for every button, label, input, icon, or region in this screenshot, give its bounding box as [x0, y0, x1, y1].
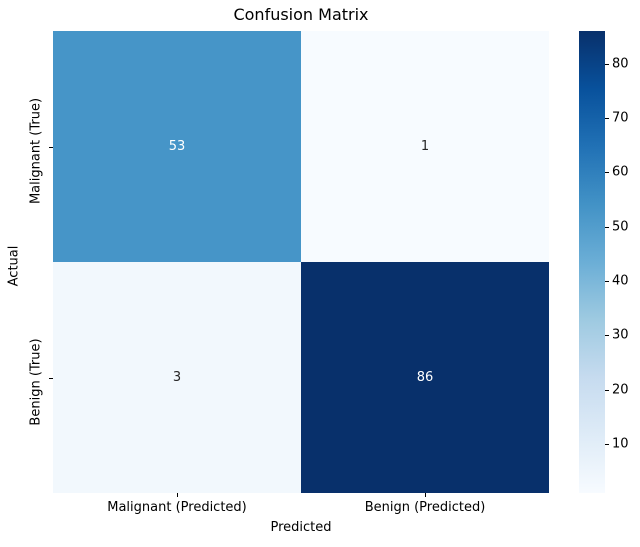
heatmap-cell: 86: [301, 262, 549, 493]
colorbar-tick: [605, 389, 609, 391]
heatmap-cell: 53: [53, 31, 301, 262]
colorbar-tick: [605, 172, 609, 174]
heatmap-cell: 1: [301, 31, 549, 262]
y-axis-tick: [49, 377, 53, 379]
colorbar: [579, 31, 605, 493]
x-axis-tick: [177, 493, 178, 497]
cell-value: 86: [416, 370, 434, 385]
y-tick-label-text: Benign (True): [28, 337, 44, 426]
colorbar-tick-label: 60: [612, 164, 629, 180]
chart-title: Confusion Matrix: [233, 5, 369, 24]
colorbar-tick-label: 80: [612, 56, 629, 72]
colorbar-tick: [605, 226, 609, 228]
cell-value: 53: [168, 139, 186, 154]
colorbar-tick: [605, 117, 609, 119]
y-tick-label-text: Malignant (True): [28, 97, 44, 204]
x-axis-tick: [425, 493, 426, 497]
heatmap-cell: 3: [53, 262, 301, 493]
x-axis-label: Predicted: [270, 520, 332, 535]
colorbar-tick-label: 20: [612, 382, 629, 398]
colorbar-tick: [605, 335, 609, 337]
x-tick-label: Malignant (Predicted): [107, 500, 247, 515]
colorbar-tick-label: 10: [612, 436, 629, 452]
colorbar-tick: [605, 444, 609, 446]
colorbar-tick: [605, 281, 609, 283]
cell-value: 1: [420, 139, 430, 154]
y-axis-label-text: Actual: [6, 245, 22, 287]
colorbar-tick-label: 70: [612, 110, 629, 126]
colorbar-tick: [605, 63, 609, 65]
colorbar-tick-label: 50: [612, 219, 629, 235]
y-axis-tick: [49, 146, 53, 148]
cell-value: 3: [172, 370, 182, 385]
heatmap-grid: 53 1 3 86: [53, 31, 549, 493]
colorbar-tick-label: 40: [612, 273, 629, 289]
x-tick-label: Benign (Predicted): [364, 500, 486, 515]
colorbar-tick-label: 30: [612, 327, 629, 343]
